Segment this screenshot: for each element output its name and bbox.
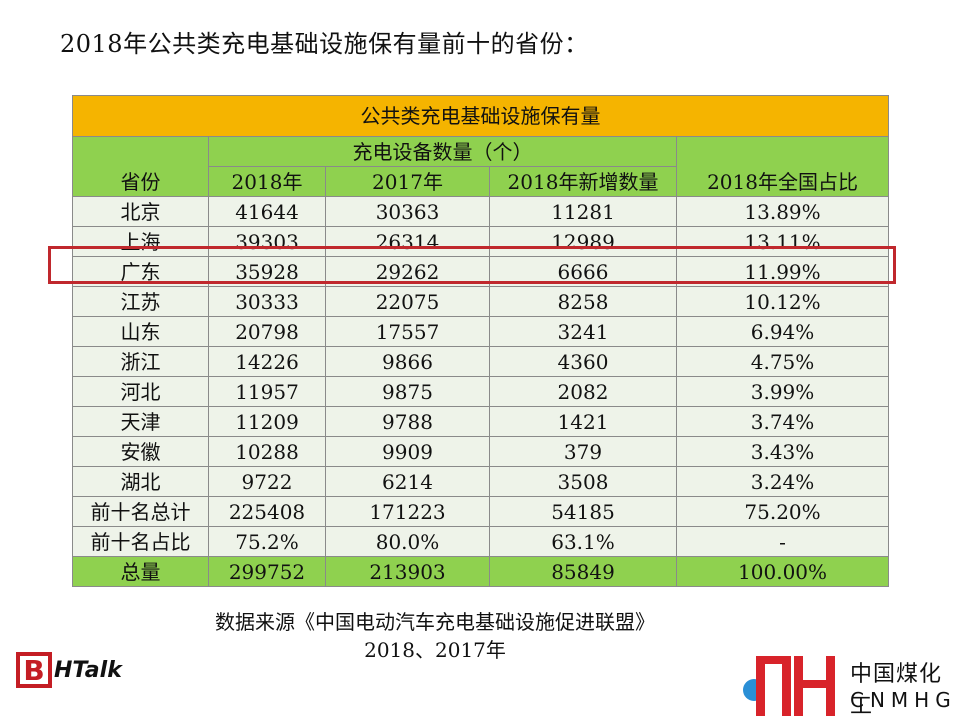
cell-province: 湖北 bbox=[72, 466, 209, 497]
cnmhg-logo-cn: 中国煤化工 bbox=[850, 662, 943, 719]
cell-2018: 35928 bbox=[208, 256, 326, 287]
cell-share: 75.20% bbox=[675, 496, 890, 527]
cell-province: 上海 bbox=[72, 226, 209, 257]
cell-2017: 213903 bbox=[325, 556, 490, 587]
cell-2017: 29262 bbox=[325, 256, 490, 287]
cell-2017: 9788 bbox=[325, 406, 490, 437]
cell-2017: 9909 bbox=[325, 436, 490, 467]
cnmhg-logo-icon bbox=[743, 656, 835, 716]
cell-province: 河北 bbox=[72, 376, 209, 407]
header-2018: 2018年 bbox=[208, 166, 326, 197]
cell-new-2018: 54185 bbox=[489, 496, 677, 527]
cell-2018: 14226 bbox=[208, 346, 326, 377]
cell-2018: 20798 bbox=[208, 316, 326, 347]
source-note: 数据来源《中国电动汽车充电基础设施促进联盟》 2018、2017年 bbox=[0, 608, 870, 664]
source-line-2: 2018、2017年 bbox=[364, 638, 506, 662]
table-row: 山东 20798 17557 3241 6.94% bbox=[72, 316, 890, 347]
cell-2017: 6214 bbox=[325, 466, 490, 497]
table-row: 浙江 14226 9866 4360 4.75% bbox=[72, 346, 890, 377]
cell-share: 3.99% bbox=[675, 376, 890, 407]
table-row: 安徽 10288 9909 379 3.43% bbox=[72, 436, 890, 467]
header-2017: 2017年 bbox=[325, 166, 490, 197]
table-title: 公共类充电基础设施保有量 bbox=[71, 95, 890, 137]
header-share: 2018年全国占比 bbox=[675, 136, 890, 197]
cnmhg-logo: 中国煤化工 CNMHG bbox=[742, 650, 960, 720]
cell-2017: 17557 bbox=[325, 316, 490, 347]
cell-share: 3.43% bbox=[675, 436, 890, 467]
cell-province: 前十名占比 bbox=[72, 526, 209, 557]
cell-2018: 225408 bbox=[208, 496, 326, 527]
cell-share: 3.24% bbox=[675, 466, 890, 497]
cell-new-2018: 85849 bbox=[489, 556, 677, 587]
cell-share: - bbox=[675, 526, 890, 557]
cell-new-2018: 6666 bbox=[489, 256, 677, 287]
cell-new-2018: 3508 bbox=[489, 466, 677, 497]
cell-share: 4.75% bbox=[675, 346, 890, 377]
cell-2017: 9866 bbox=[325, 346, 490, 377]
cell-new-2018: 11281 bbox=[489, 196, 677, 227]
cell-share: 10.12% bbox=[675, 286, 890, 317]
cell-province: 前十名总计 bbox=[72, 496, 209, 527]
bhtalk-logo-text: HTalk bbox=[54, 657, 122, 683]
source-line-1: 数据来源《中国电动汽车充电基础设施促进联盟》 bbox=[215, 610, 655, 634]
table-row: 上海 39303 26314 12989 13.11% bbox=[72, 226, 890, 257]
cell-province: 总量 bbox=[72, 556, 209, 587]
table-body: 北京 41644 30363 11281 13.89% 上海 39303 26314 12989… bbox=[72, 196, 890, 587]
charging-infrastructure-table: 公共类充电基础设施保有量 省份 充电设备数量（个） 2018年全国占比 2018… bbox=[71, 95, 890, 587]
table-row: 前十名占比 75.2% 80.0% 63.1% - bbox=[72, 526, 890, 557]
cell-province: 浙江 bbox=[72, 346, 209, 377]
cell-province: 安徽 bbox=[72, 436, 209, 467]
cell-2018: 41644 bbox=[208, 196, 326, 227]
header-new-2018: 2018年新增数量 bbox=[489, 166, 677, 197]
table-row: 天津 11209 9788 1421 3.74% bbox=[72, 406, 890, 437]
cell-province: 广东 bbox=[72, 256, 209, 287]
cell-share: 6.94% bbox=[675, 316, 890, 347]
cnmhg-logo-en: CNMHG bbox=[850, 688, 957, 712]
header-group-count: 充电设备数量（个） bbox=[208, 136, 677, 167]
cell-2018: 11209 bbox=[208, 406, 326, 437]
table-row: 北京 41644 30363 11281 13.89% bbox=[72, 196, 890, 227]
cell-province: 北京 bbox=[72, 196, 209, 227]
cell-new-2018: 4360 bbox=[489, 346, 677, 377]
cell-2017: 80.0% bbox=[325, 526, 490, 557]
cell-2017: 9875 bbox=[325, 376, 490, 407]
cell-new-2018: 12989 bbox=[489, 226, 677, 257]
data-table-container: 公共类充电基础设施保有量 省份 充电设备数量（个） 2018年全国占比 2018… bbox=[71, 95, 890, 587]
cell-province: 天津 bbox=[72, 406, 209, 437]
header-province: 省份 bbox=[72, 136, 209, 197]
cell-2017: 26314 bbox=[325, 226, 490, 257]
cell-share: 13.11% bbox=[675, 226, 890, 257]
bhtalk-logo: B HTalk bbox=[16, 652, 122, 688]
cell-new-2018: 8258 bbox=[489, 286, 677, 317]
table-row: 江苏 30333 22075 8258 10.12% bbox=[72, 286, 890, 317]
cell-2018: 39303 bbox=[208, 226, 326, 257]
table-row: 总量 299752 213903 85849 100.00% bbox=[72, 556, 890, 587]
cell-share: 11.99% bbox=[675, 256, 890, 287]
cell-2017: 171223 bbox=[325, 496, 490, 527]
cell-new-2018: 3241 bbox=[489, 316, 677, 347]
table-row: 前十名总计 225408 171223 54185 75.20% bbox=[72, 496, 890, 527]
cell-2017: 30363 bbox=[325, 196, 490, 227]
table-row: 广东 35928 29262 6666 11.99% bbox=[72, 256, 890, 287]
cell-share: 13.89% bbox=[675, 196, 890, 227]
bhtalk-logo-mark: B bbox=[16, 652, 52, 688]
cell-new-2018: 1421 bbox=[489, 406, 677, 437]
cell-new-2018: 379 bbox=[489, 436, 677, 467]
cell-share: 3.74% bbox=[675, 406, 890, 437]
cell-new-2018: 63.1% bbox=[489, 526, 677, 557]
cell-2018: 75.2% bbox=[208, 526, 326, 557]
cell-new-2018: 2082 bbox=[489, 376, 677, 407]
page-title: 2018年公共类充电基础设施保有量前十的省份： bbox=[60, 30, 589, 58]
cell-2018: 11957 bbox=[208, 376, 326, 407]
cell-2018: 299752 bbox=[208, 556, 326, 587]
cell-province: 江苏 bbox=[72, 286, 209, 317]
cell-share: 100.00% bbox=[675, 556, 890, 587]
cell-2018: 9722 bbox=[208, 466, 326, 497]
cell-2017: 22075 bbox=[325, 286, 490, 317]
cell-2018: 10288 bbox=[208, 436, 326, 467]
cell-2018: 30333 bbox=[208, 286, 326, 317]
cell-province: 山东 bbox=[72, 316, 209, 347]
table-row: 河北 11957 9875 2082 3.99% bbox=[72, 376, 890, 407]
table-row: 湖北 9722 6214 3508 3.24% bbox=[72, 466, 890, 497]
